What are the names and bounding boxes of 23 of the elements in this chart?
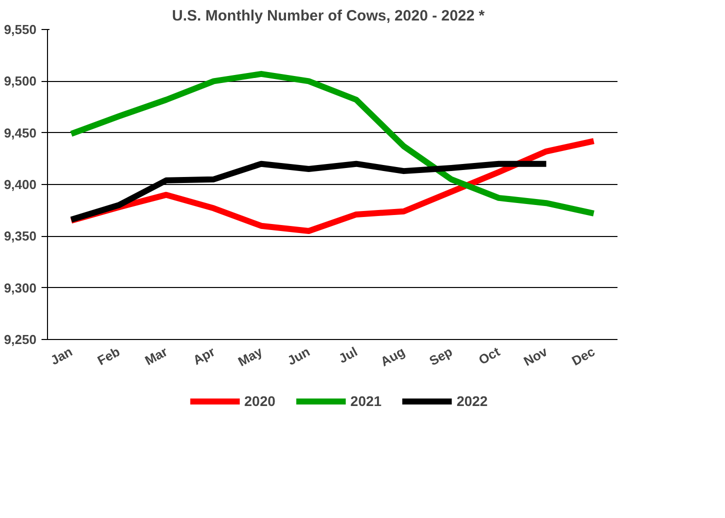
x-tick-label: Nov [521, 344, 551, 369]
x-tick-label: Jun [284, 344, 312, 368]
legend-label: 2022 [456, 392, 488, 408]
y-tick-label: 9,300 [4, 280, 37, 296]
x-tick-label: Jan [48, 344, 75, 368]
x-tick-label: May [235, 344, 266, 370]
y-tick-label: 9,350 [4, 228, 37, 244]
y-tick-label: 9,550 [4, 22, 37, 37]
x-tick-label: Aug [378, 344, 408, 370]
y-tick-label: 9,500 [4, 74, 37, 89]
legend-label: 2020 [244, 392, 276, 408]
legend-label: 2021 [350, 392, 382, 408]
y-tick-label: 9,400 [4, 177, 37, 192]
x-tick-label: Jul [336, 344, 360, 366]
y-tick-label: 9,250 [4, 332, 37, 347]
chart-title: U.S. Monthly Number of Cows, 2020 - 2022 * [172, 8, 485, 24]
x-tick-label: Mar [142, 344, 170, 368]
x-tick-label: Oct [476, 344, 503, 368]
x-tick-label: Sep [426, 344, 455, 369]
x-tick-label: Apr [190, 344, 218, 368]
y-tick-label: 9,450 [4, 125, 37, 140]
x-tick-label: Feb [94, 344, 122, 368]
x-tick-label: Dec [569, 344, 598, 369]
